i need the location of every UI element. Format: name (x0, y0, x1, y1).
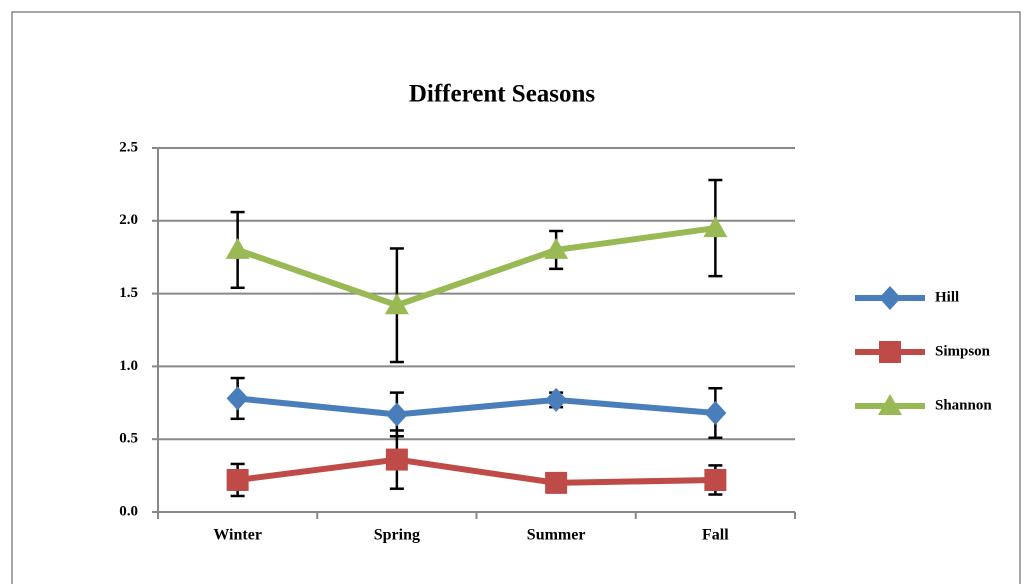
data-point (545, 387, 568, 412)
y-tick-label: 2.5 (119, 139, 138, 155)
data-point (226, 468, 249, 491)
series-line (236, 225, 716, 309)
legend-marker (879, 286, 901, 310)
legend-label: Shannon (935, 397, 992, 413)
data-point (703, 216, 728, 238)
legend-marker (879, 341, 901, 363)
data-point (544, 237, 569, 259)
data-point (385, 448, 408, 471)
series-line (237, 456, 716, 486)
legend-label: Simpson (935, 343, 991, 359)
x-tick-label: Summer (527, 527, 586, 544)
data-point (384, 293, 409, 315)
y-tick-label: 1.0 (119, 358, 138, 374)
y-tick-label: 0.5 (119, 431, 138, 447)
y-tick-label: 1.5 (119, 285, 138, 301)
x-tick-label: Fall (702, 527, 729, 544)
x-tick-label: Spring (374, 527, 420, 544)
data-point (226, 386, 249, 411)
x-tick-label: Winter (213, 527, 262, 544)
y-tick-label: 2.0 (119, 212, 138, 228)
data-point (545, 471, 568, 494)
series-line (237, 395, 716, 418)
chart-title: Different Seasons (409, 81, 596, 108)
data-point (225, 237, 250, 259)
data-point (704, 400, 727, 425)
data-point (704, 468, 727, 491)
data-point (385, 402, 408, 427)
legend-marker (878, 394, 902, 415)
y-tick-label: 0.0 (119, 503, 138, 519)
chart-border (11, 11, 1021, 584)
legend-label: Hill (935, 289, 959, 305)
